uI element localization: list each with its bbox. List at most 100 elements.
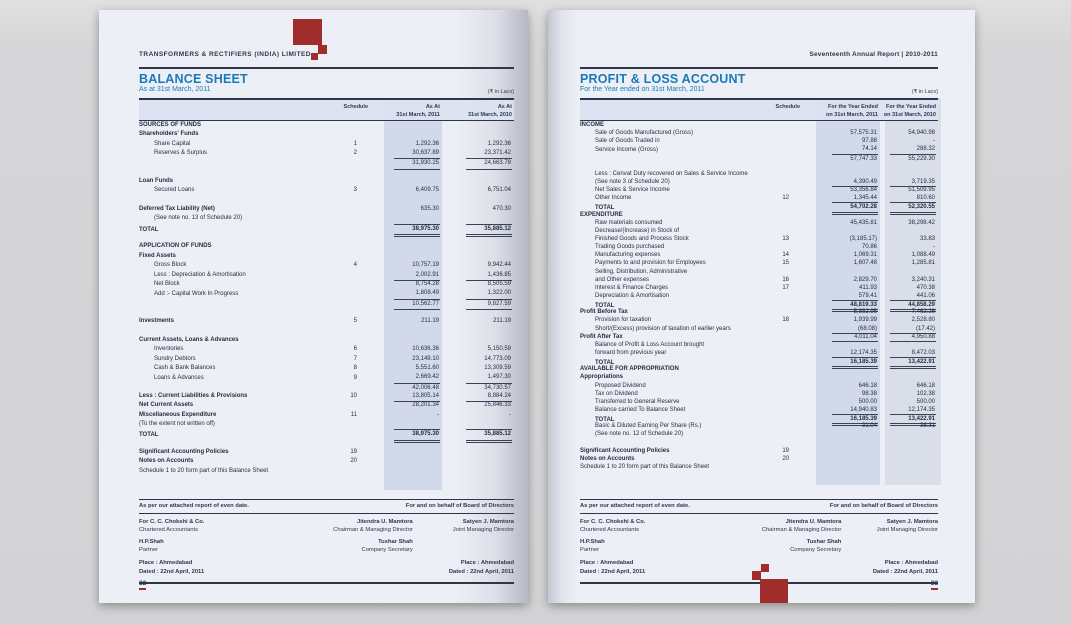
value-2011: 2,829.70 bbox=[853, 276, 877, 283]
value-2011: 97.88 bbox=[861, 138, 877, 145]
row-label: Balance carried To Balance Sheet bbox=[595, 407, 686, 414]
table-row: TOTAL 16,185.39 13,422.91 bbox=[580, 414, 938, 427]
value-2010: 646.18 bbox=[916, 382, 935, 389]
row-label: Less : Depreciation & Amortisation bbox=[154, 272, 246, 278]
value-2011: (68.08) bbox=[802, 325, 880, 334]
table-row: Raw materials consumed 45,435.81 38,298.42 bbox=[580, 219, 938, 227]
row-label: Decrease/(Increase) in Stock of bbox=[595, 227, 680, 234]
value-2011: 1,069.31 bbox=[853, 252, 877, 259]
value-2010: 8,472.03 bbox=[911, 349, 935, 356]
partner-signatory: H.P.Shah Partner bbox=[580, 538, 605, 553]
table-row: Notes on Accounts 20 bbox=[139, 457, 514, 466]
row-label: Cash & Bank Balances bbox=[154, 364, 216, 371]
table-row: Balance of Profit & Loss Account brought bbox=[580, 341, 938, 349]
value-2010: 23,371.42 bbox=[484, 150, 511, 157]
place-date-left: Place : Ahmedabad Dated : 22nd April, 20… bbox=[580, 559, 646, 575]
column-header-line2: on 31st March, 2010 bbox=[883, 111, 936, 118]
row-label: INCOME bbox=[580, 122, 604, 128]
row-label: Significant Accounting Policies bbox=[580, 447, 670, 454]
row-label: Proposed Dividend bbox=[595, 382, 646, 389]
table-row: Less : Depreciation & Amortisation 2,002.… bbox=[139, 271, 514, 281]
table-row: Inventories 6 10,636.36 5,150.59 bbox=[139, 345, 514, 354]
year-2010-column-header: As At 31st March, 2010 bbox=[442, 104, 514, 119]
row-label: Trading Goods purchased bbox=[595, 244, 665, 251]
value-2011: 8,754.28 bbox=[415, 280, 439, 287]
row-label: and Other expenses bbox=[595, 276, 650, 283]
schedule-number: 19 bbox=[350, 449, 357, 456]
column-header-line2: on 31st March, 2011 bbox=[826, 111, 878, 118]
auditor-report-note: As per our attached report of even date. bbox=[139, 502, 249, 509]
schedule-number: 20 bbox=[782, 455, 789, 462]
currency-note: (₹ in Lacs) bbox=[487, 89, 514, 95]
partner-signatory: H.P.Shah Partner bbox=[139, 538, 164, 553]
schedule-number: 15 bbox=[782, 260, 789, 267]
schedule-number: 1 bbox=[353, 140, 357, 147]
row-label: Interest & Finance Charges bbox=[595, 284, 669, 291]
value-2011: 70.86 bbox=[861, 244, 877, 251]
value-2011: 1,292.36 bbox=[415, 140, 439, 147]
value-2011: 53,356.84 bbox=[850, 187, 877, 194]
table-row: Less : Cenvat Duty recovered on Sales & … bbox=[580, 170, 938, 178]
currency-note: (₹ in Lacs) bbox=[911, 89, 938, 95]
value-2010: 1,436.85 bbox=[442, 271, 514, 281]
row-label: (See note no. 13 of Schedule 20) bbox=[154, 215, 243, 222]
schedule-number: 17 bbox=[782, 284, 789, 291]
value-2010: 35,885.12 bbox=[442, 223, 514, 238]
row-label: Current Assets, Loans & Advances bbox=[139, 336, 239, 343]
table-row: Manufacturing expenses 14 1,069.31 1,088.49 bbox=[580, 251, 938, 259]
value-2010: 9,942.44 bbox=[487, 262, 511, 269]
director2-signatory: Satyen J. Mamtora Joint Managing Directo… bbox=[452, 518, 514, 533]
value-2010: 500.00 bbox=[916, 398, 935, 405]
row-label: Investments bbox=[139, 318, 175, 325]
secretary-signatory: Tushar Shah Company Secretary bbox=[790, 538, 842, 553]
row-label: Transferred to General Reserve bbox=[595, 398, 680, 405]
row-label: Schedule 1 to 20 form part of this Balan… bbox=[139, 467, 269, 474]
value-2010: 35,885.12 bbox=[442, 429, 514, 443]
spacer-row bbox=[139, 196, 514, 205]
schedule-number: 11 bbox=[350, 411, 357, 418]
row-label: Profit After Tax bbox=[580, 334, 623, 341]
schedule-number: 5 bbox=[353, 318, 357, 325]
value-2010: 4,950.88 bbox=[880, 333, 938, 342]
row-label: Provision for taxation bbox=[595, 317, 652, 324]
table-header: Schedule As At 31st March, 2011 As At 31… bbox=[139, 98, 514, 121]
table-row: Service Income (Gross) 74.14 288.32 bbox=[580, 145, 938, 155]
table-row: (See note no. 12 of Schedule 20) bbox=[580, 430, 938, 438]
table-row: Selling, Distribution, Administrative bbox=[580, 268, 938, 276]
schedule-number: 19 bbox=[782, 447, 789, 454]
row-label: AVAILABLE FOR APPROPRIATION bbox=[580, 366, 679, 373]
page-title: PROFIT & LOSS ACCOUNT bbox=[580, 72, 746, 86]
row-label: Notes on Accounts bbox=[580, 455, 635, 462]
value-2010: 3,719.35 bbox=[880, 178, 938, 188]
column-header-line1: For the Year Ended bbox=[827, 104, 878, 110]
value-2011: 10,636.36 bbox=[412, 346, 439, 353]
row-label: Depreciation & Amortisation bbox=[595, 293, 670, 300]
director1-signatory: Jitendra U. Mamtora Chairman & Managing … bbox=[333, 518, 413, 533]
table-row: AVAILABLE FOR APPROPRIATION bbox=[580, 365, 938, 373]
signatories-row-2: H.P.Shah Partner Tushar Shah Company Sec… bbox=[580, 539, 938, 554]
spacer-row bbox=[580, 162, 938, 170]
page-number: 32 bbox=[139, 580, 147, 590]
row-label: Manufacturing expenses bbox=[595, 252, 661, 259]
table-row: TOTAL 38,975.30 35,885.12 bbox=[139, 429, 514, 443]
table-row: (See note no. 13 of Schedule 20) bbox=[139, 214, 514, 223]
spacer-row bbox=[139, 168, 514, 177]
row-label: Service Income (Gross) bbox=[595, 146, 659, 153]
column-highlight-band-2 bbox=[885, 98, 941, 486]
signature-header: As per our attached report of even date.… bbox=[580, 499, 938, 514]
table-row: Schedule 1 to 20 form part of this Balan… bbox=[139, 467, 514, 476]
right-page-profit-loss: Seventeenth Annual Report | 2010-2011 PR… bbox=[548, 10, 975, 603]
table-row: Deferred Tax Liability (Net) 635.30 470.30 bbox=[139, 205, 514, 214]
row-label: Less : Cenvat Duty recovered on Sales & … bbox=[595, 170, 748, 177]
table-row: Balance carried To Balance Sheet 14,940.8… bbox=[580, 406, 938, 416]
row-label: Finished Goods and Process Stock bbox=[595, 235, 689, 242]
table-row: Miscellaneous Expenditure 11 - - bbox=[139, 411, 514, 420]
value-2010: - bbox=[933, 244, 935, 251]
spacer-row bbox=[580, 438, 938, 446]
row-label: Balance of Profit & Loss Account brought bbox=[595, 341, 705, 348]
value-2011: 28,201.34 bbox=[412, 402, 439, 409]
value-2010: 44,858.29 bbox=[880, 300, 938, 313]
value-2010: 5,150.59 bbox=[487, 346, 511, 353]
table-row: Interest & Finance Charges 17 411.93 470.38 bbox=[580, 284, 938, 292]
row-label: Schedule 1 to 20 form part of this Balan… bbox=[580, 463, 710, 470]
